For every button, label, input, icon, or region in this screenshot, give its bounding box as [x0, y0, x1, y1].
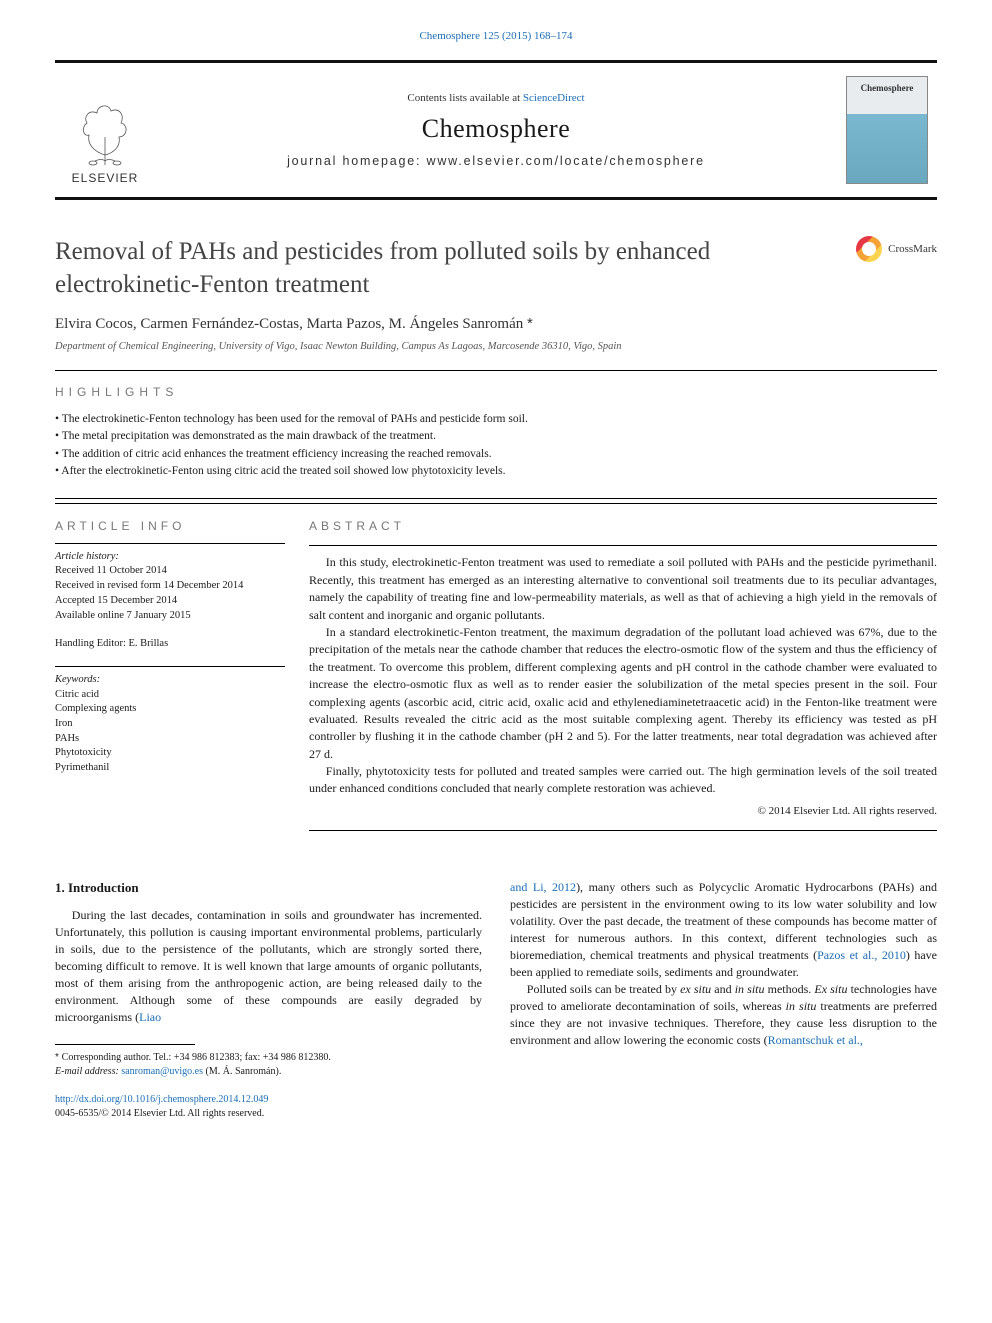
journal-header-band: ELSEVIER Contents lists available at Sci…	[55, 60, 937, 200]
article-title: Removal of PAHs and pesticides from poll…	[55, 236, 836, 301]
crossmark-icon	[856, 236, 882, 262]
highlights-list: The electrokinetic-Fenton technology has…	[55, 411, 937, 480]
body-paragraph: Polluted soils can be treated by ex situ…	[510, 981, 937, 1049]
abstract-column: ABSTRACT In this study, electrokinetic-F…	[309, 518, 937, 831]
corr-text: Corresponding author. Tel.: +34 986 8123…	[62, 1052, 331, 1063]
highlight-item: The metal precipitation was demonstrated…	[55, 428, 937, 445]
keyword: Complexing agents	[55, 702, 285, 717]
crossmark-widget[interactable]: CrossMark	[856, 236, 937, 262]
abstract-paragraph: Finally, phytotoxicity tests for pollute…	[309, 763, 937, 798]
publisher-name: ELSEVIER	[72, 171, 139, 185]
citation-link[interactable]: and Li, 2012	[510, 880, 576, 894]
footnote-separator	[55, 1044, 195, 1045]
history-line: Received 11 October 2014	[55, 564, 285, 579]
cover-title: Chemosphere	[847, 83, 927, 93]
body-paragraph: During the last decades, contamination i…	[55, 907, 482, 1026]
italic-term: ex situ	[680, 982, 711, 996]
crossmark-label: CrossMark	[888, 243, 937, 255]
abstract-paragraph: In this study, electrokinetic-Fenton tre…	[309, 554, 937, 624]
body-paragraph: and Li, 2012), many others such as Polyc…	[510, 879, 937, 981]
right-column: and Li, 2012), many others such as Polyc…	[510, 879, 937, 1080]
email-suffix: (M. Á. Sanromán).	[203, 1066, 281, 1077]
email-label: E-mail address:	[55, 1066, 121, 1077]
contents-available-line: Contents lists available at ScienceDirec…	[155, 92, 837, 104]
corresponding-author-marker: *	[527, 315, 533, 332]
highlights-label: HIGHLIGHTS	[55, 385, 937, 399]
elsevier-tree-icon	[75, 97, 135, 167]
article-history-label: Article history:	[55, 550, 285, 565]
history-line: Accepted 15 December 2014	[55, 594, 285, 609]
keyword: Citric acid	[55, 688, 285, 703]
left-column: 1. Introduction During the last decades,…	[55, 879, 482, 1080]
keyword: Phytotoxicity	[55, 746, 285, 761]
sciencedirect-link[interactable]: ScienceDirect	[523, 92, 585, 104]
issue-citation-link[interactable]: Chemosphere 125 (2015) 168–174	[55, 30, 937, 42]
divider	[309, 545, 937, 546]
header-center: Contents lists available at ScienceDirec…	[155, 63, 837, 197]
body-text: Polluted soils can be treated by	[527, 982, 680, 996]
body-text: and	[711, 982, 735, 996]
section-heading: 1. Introduction	[55, 879, 482, 897]
italic-term: Ex situ	[814, 982, 847, 996]
authors-text: Elvira Cocos, Carmen Fernández-Costas, M…	[55, 316, 527, 332]
email-footnote: E-mail address: sanroman@uvigo.es (M. Á.…	[55, 1065, 482, 1079]
article-info-label: ARTICLE INFO	[55, 518, 285, 535]
italic-term: in situ	[735, 982, 765, 996]
cover-image: Chemosphere	[846, 76, 928, 184]
page-footer: http://dx.doi.org/10.1016/j.chemosphere.…	[55, 1093, 937, 1121]
body-text: During the last decades, contamination i…	[55, 908, 482, 1024]
citation-link[interactable]: Pazos et al., 2010	[817, 948, 906, 962]
footnotes: * Corresponding author. Tel.: +34 986 81…	[55, 1051, 482, 1079]
body-two-columns: 1. Introduction During the last decades,…	[55, 879, 937, 1080]
journal-homepage: journal homepage: www.elsevier.com/locat…	[155, 154, 837, 168]
issn-copyright-line: 0045-6535/© 2014 Elsevier Ltd. All right…	[55, 1107, 937, 1121]
history-line: Received in revised form 14 December 201…	[55, 579, 285, 594]
divider	[55, 498, 937, 499]
abstract-label: ABSTRACT	[309, 518, 937, 535]
keywords-label: Keywords:	[55, 673, 285, 688]
italic-term: in situ	[786, 999, 817, 1013]
handling-editor: Handling Editor: E. Brillas	[55, 637, 285, 652]
keyword: PAHs	[55, 732, 285, 747]
article-info-column: ARTICLE INFO Article history: Received 1…	[55, 518, 285, 831]
corresponding-footnote: * Corresponding author. Tel.: +34 986 81…	[55, 1051, 482, 1065]
keyword: Pyrimethanil	[55, 761, 285, 776]
keyword: Iron	[55, 717, 285, 732]
journal-name: Chemosphere	[155, 114, 837, 144]
publisher-logo: ELSEVIER	[55, 63, 155, 197]
highlight-item: After the electrokinetic-Fenton using ci…	[55, 463, 937, 480]
citation-link[interactable]: Romantschuk et al.,	[768, 1033, 863, 1047]
journal-cover-thumb: Chemosphere	[837, 63, 937, 197]
body-text: methods.	[765, 982, 815, 996]
history-line: Available online 7 January 2015	[55, 609, 285, 624]
highlight-item: The electrokinetic-Fenton technology has…	[55, 411, 937, 428]
abstract-paragraph: In a standard electrokinetic-Fenton trea…	[309, 624, 937, 763]
contents-prefix: Contents lists available at	[407, 92, 522, 104]
doi-link[interactable]: http://dx.doi.org/10.1016/j.chemosphere.…	[55, 1094, 268, 1105]
author-email-link[interactable]: sanroman@uvigo.es	[121, 1066, 203, 1077]
citation-link[interactable]: Liao	[139, 1010, 161, 1024]
highlight-item: The addition of citric acid enhances the…	[55, 446, 937, 463]
abstract-copyright: © 2014 Elsevier Ltd. All rights reserved…	[309, 804, 937, 820]
author-list: Elvira Cocos, Carmen Fernández-Costas, M…	[55, 315, 937, 333]
divider	[55, 370, 937, 371]
affiliation: Department of Chemical Engineering, Univ…	[55, 341, 937, 352]
divider	[55, 543, 285, 544]
divider	[55, 666, 285, 667]
